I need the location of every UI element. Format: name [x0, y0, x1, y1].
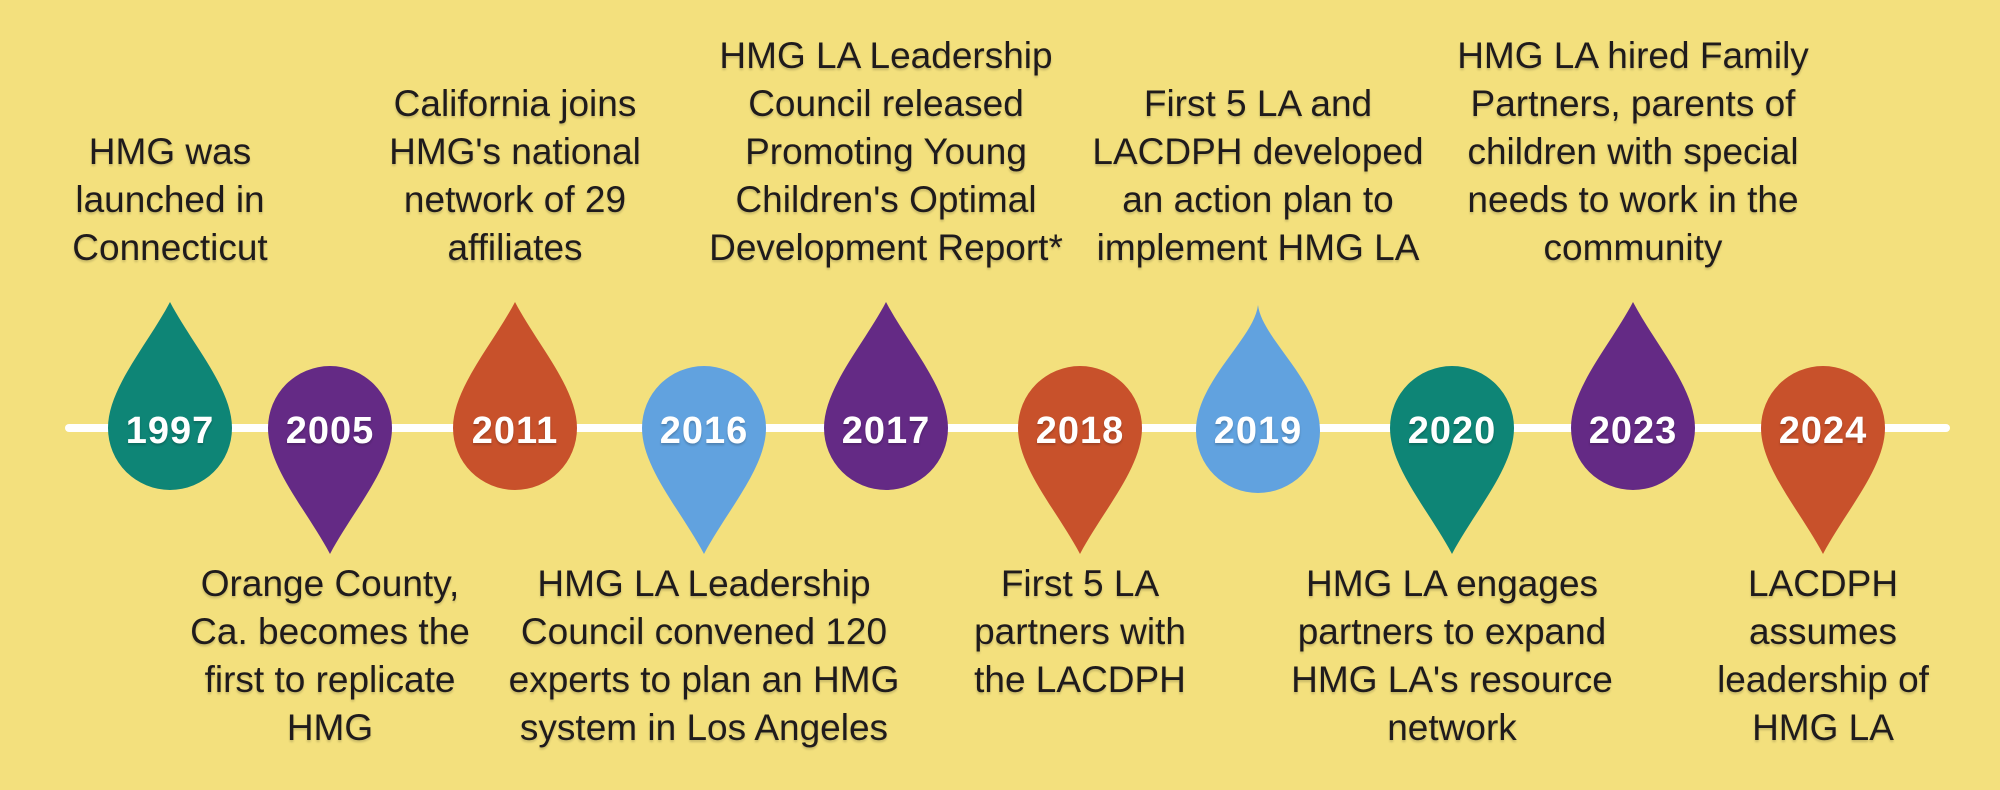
event-description-2020: HMG LA engages partners to expand HMG LA… [1291, 563, 1613, 748]
year-label-2005: 2005 [285, 410, 375, 452]
event-description-2019: First 5 LA and LACDPH developed an actio… [1092, 83, 1424, 268]
timeline-item-2011: California joins HMG's national network … [295, 0, 735, 790]
timeline-item-1997: HMG was launched in Connecticut 1997 [0, 0, 390, 790]
year-label-2020: 2020 [1407, 410, 1497, 452]
year-label-2011: 2011 [471, 410, 559, 452]
timeline-item-2024: LACDPH assumes leadership of HMG LA 2024 [1603, 0, 2000, 790]
pin-down-marker-icon [268, 366, 392, 554]
event-description-2017: HMG LA Leadership Council released Promo… [709, 35, 1063, 268]
pin-down-marker-icon [1761, 366, 1885, 554]
event-description-2018: First 5 LA partners with the LACDPH [974, 563, 1186, 700]
teardrop-up-marker-icon [824, 302, 948, 490]
event-description-2011: California joins HMG's national network … [389, 83, 641, 268]
year-label-2019: 2019 [1213, 410, 1303, 452]
teardrop-up-marker-icon [1571, 302, 1695, 490]
year-label-2023: 2023 [1588, 410, 1678, 452]
pin-down-marker-icon [1018, 366, 1142, 554]
pin-down-marker-icon [1390, 366, 1514, 554]
year-label-1997: 1997 [125, 410, 215, 452]
timeline-item-2018: First 5 LA partners with the LACDPH 2018 [860, 0, 1300, 790]
event-description-1997: HMG was launched in Connecticut [72, 131, 268, 268]
timeline-axis-line [65, 424, 1950, 432]
timeline-item-2023: HMG LA hired Family Partners, parents of… [1413, 0, 1853, 790]
year-label-2016: 2016 [659, 410, 749, 452]
pin-down-marker-icon [642, 366, 766, 554]
event-description-2016: HMG LA Leadership Council convened 120 e… [508, 563, 900, 748]
timeline-item-2005: Orange County, Ca. becomes the first to … [110, 0, 550, 790]
timeline-item-2019: First 5 LA and LACDPH developed an actio… [1038, 0, 1478, 790]
year-label-2018: 2018 [1035, 410, 1125, 452]
teardrop-up-marker-icon [453, 302, 577, 490]
event-description-2024: LACDPH assumes leadership of HMG LA [1717, 563, 1929, 748]
timeline-item-2017: HMG LA Leadership Council released Promo… [666, 0, 1106, 790]
timeline-item-2016: HMG LA Leadership Council convened 120 e… [484, 0, 924, 790]
year-label-2024: 2024 [1778, 410, 1868, 452]
teardrop-up-marker-icon [108, 302, 232, 490]
waterdrop-up-marker-icon [1196, 305, 1320, 493]
timeline-item-2020: HMG LA engages partners to expand HMG LA… [1232, 0, 1672, 790]
year-label-2017: 2017 [841, 410, 931, 452]
event-description-2023: HMG LA hired Family Partners, parents of… [1457, 35, 1809, 268]
event-description-2005: Orange County, Ca. becomes the first to … [190, 563, 470, 748]
